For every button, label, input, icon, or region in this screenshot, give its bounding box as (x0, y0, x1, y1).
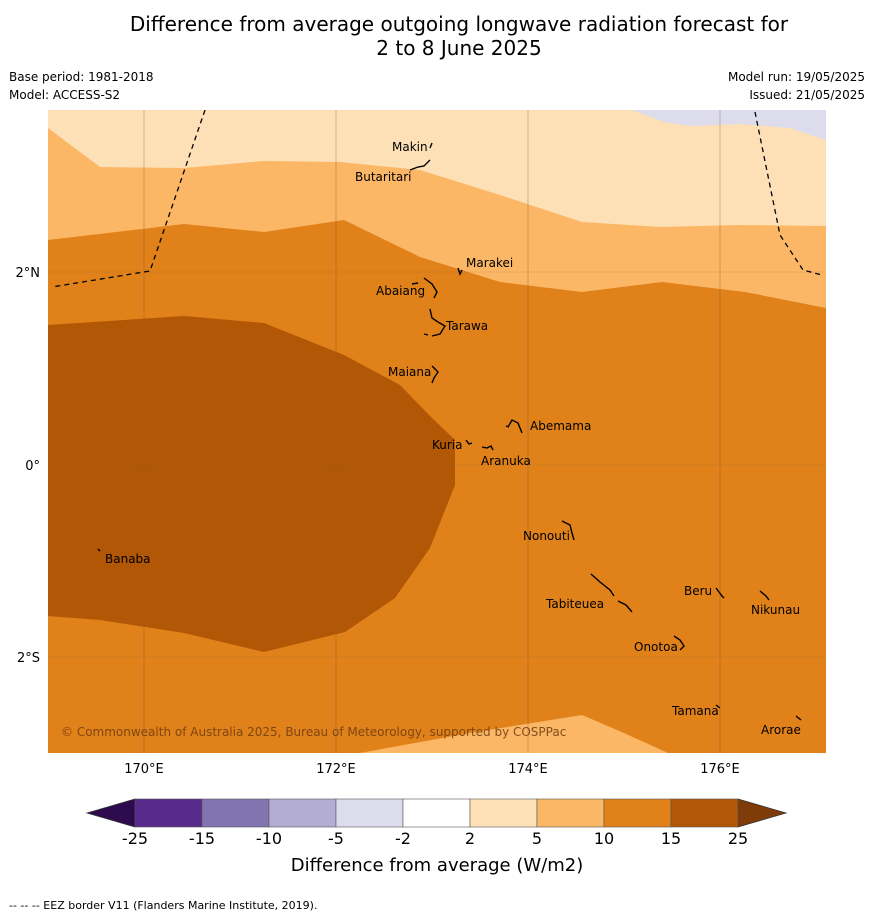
colorbar-tick-label: 2 (465, 829, 475, 848)
title-line-1: Difference from average outgoing longwav… (129, 12, 789, 36)
band-neg5-neg2-patch (632, 110, 826, 140)
colorbar-extend-high (737, 798, 788, 828)
label-abaiang: Abaiang (376, 284, 425, 298)
label-maiana: Maiana (388, 365, 431, 379)
island-labels: Makin Butaritari Marakei Abaiang Tarawa … (105, 140, 801, 737)
lon-tick-172: 172°E (316, 762, 356, 777)
label-abemama: Abemama (530, 419, 591, 433)
title-line-2: 2 to 8 June 2025 (376, 36, 542, 60)
label-tarawa: Tarawa (445, 319, 488, 333)
label-arorae: Arorae (761, 723, 801, 737)
model-name: Model: ACCESS-S2 (9, 88, 121, 102)
label-butaritari: Butaritari (355, 170, 412, 184)
colorbar-swatch (402, 798, 471, 828)
colorbar-swatch (268, 798, 337, 828)
colorbar-tick-label: -10 (256, 829, 282, 848)
lat-tick-0: 0° (25, 459, 40, 474)
colorbar-swatch (603, 798, 672, 828)
colorbar-swatch (536, 798, 605, 828)
lon-tick-176: 176°E (700, 762, 740, 777)
colorbar-swatch (670, 798, 739, 828)
label-onotoa: Onotoa (634, 640, 678, 654)
map-area (48, 110, 826, 753)
lat-tick-2s: 2°S (17, 651, 40, 666)
chart-title: Difference from average outgoing longwav… (0, 12, 873, 60)
meta-left: Base period: 1981-2018 Model: ACCESS-S2 (9, 68, 154, 104)
colorbar-swatch (335, 798, 404, 828)
base-period: Base period: 1981-2018 (9, 70, 154, 84)
label-nonouti: Nonouti (523, 529, 570, 543)
label-nikunau: Nikunau (751, 603, 800, 617)
colorbar-tick-label: 10 (594, 829, 614, 848)
label-tabiteuea: Tabiteuea (545, 597, 604, 611)
label-banaba: Banaba (105, 552, 151, 566)
label-beru: Beru (684, 584, 712, 598)
colorbar-tick-label: 5 (532, 829, 542, 848)
copyright-text: © Commonwealth of Australia 2025, Bureau… (61, 725, 566, 739)
colorbar-tick-label: 15 (661, 829, 681, 848)
lat-tick-2n: 2°N (16, 266, 41, 281)
label-aranuka: Aranuka (481, 454, 531, 468)
lon-tick-174: 174°E (508, 762, 548, 777)
meta-right: Model run: 19/05/2025 Issued: 21/05/2025 (728, 68, 865, 104)
label-makin: Makin (392, 140, 428, 154)
band-5-10-bottom (360, 715, 668, 753)
colorbar-tick-label: -2 (395, 829, 411, 848)
model-run: Model run: 19/05/2025 (727, 70, 865, 84)
graticule (48, 110, 826, 753)
colorbar-tick-label: 25 (728, 829, 748, 848)
colorbar: -25 -15 -10 -5 -2 2 5 10 15 25 (85, 798, 788, 848)
label-kuria: Kuria (432, 438, 463, 452)
footer-eez-note: -- -- -- EEZ border V11 (Flanders Marine… (9, 899, 318, 912)
issued-date: Issued: 21/05/2025 (749, 88, 865, 102)
colorbar-tick-label: -5 (328, 829, 344, 848)
label-tamana: Tamana (671, 704, 719, 718)
colorbar-tick-label: -15 (189, 829, 215, 848)
colorbar-label: Difference from average (W/m2) (291, 855, 583, 876)
axis-labels: 170°E 172°E 174°E 176°E 2°N 0° 2°S (16, 266, 740, 777)
colorbar-swatch (469, 798, 538, 828)
band-15-25-core (48, 316, 455, 652)
colorbar-extend-low (85, 798, 136, 828)
eez-border (51, 110, 823, 288)
band-2-5-top (48, 110, 826, 227)
lon-tick-170: 170°E (124, 762, 164, 777)
colorbar-tick-label: -25 (122, 829, 148, 848)
colorbar-swatch (201, 798, 270, 828)
label-marakei: Marakei (466, 256, 513, 270)
colorbar-swatch (134, 798, 203, 828)
island-outlines (97, 142, 802, 721)
